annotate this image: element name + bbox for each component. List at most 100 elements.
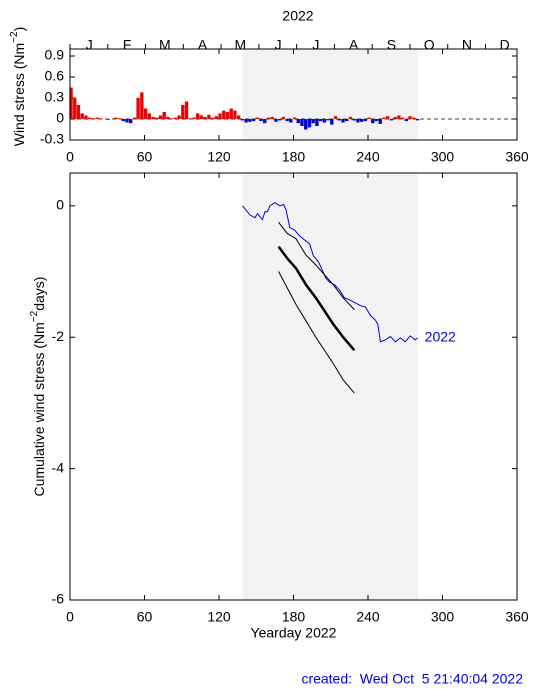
bar <box>393 116 397 119</box>
bar <box>311 119 315 124</box>
bar <box>281 116 286 119</box>
y-tick-label: -2 <box>52 328 65 344</box>
bar <box>173 117 178 119</box>
bar <box>80 113 84 119</box>
bar <box>397 115 401 119</box>
month-label: A <box>349 37 359 53</box>
plot-frame <box>69 172 518 601</box>
y-tick-label: 0 <box>56 197 64 213</box>
bar <box>106 119 110 120</box>
month-label: M <box>234 37 246 53</box>
x-tick-label: 240 <box>356 149 380 165</box>
bar <box>136 98 140 119</box>
bar <box>266 117 271 119</box>
bar <box>378 119 382 124</box>
bar <box>147 113 151 119</box>
bar <box>117 118 122 119</box>
bar <box>184 101 189 119</box>
x-tick-label: 360 <box>505 609 529 625</box>
bar <box>277 119 282 121</box>
bar <box>412 117 416 119</box>
line <box>242 201 418 343</box>
bar <box>73 98 77 119</box>
bar <box>121 119 125 122</box>
x-tick-label: 300 <box>431 149 455 165</box>
bar <box>322 119 327 123</box>
bar <box>315 119 319 126</box>
month-label: O <box>424 37 435 53</box>
bar <box>352 119 356 121</box>
bar <box>218 113 222 119</box>
y-axis-label-part: Cumulative wind stress (Nm <box>31 322 47 496</box>
bar <box>382 117 386 119</box>
month-label: J <box>275 37 282 53</box>
month-label: N <box>462 37 472 53</box>
bar <box>240 119 245 121</box>
bar <box>300 119 304 126</box>
month-label: A <box>198 37 208 53</box>
bar <box>214 116 219 119</box>
bar <box>337 119 341 121</box>
x-tick-label: 180 <box>282 609 306 625</box>
month-label: J <box>312 37 319 53</box>
bar <box>255 117 259 119</box>
bar <box>363 119 368 122</box>
bar <box>318 119 323 122</box>
bar <box>69 87 73 119</box>
bar <box>251 119 256 122</box>
bar <box>389 119 394 121</box>
bar <box>341 119 345 123</box>
bar <box>237 115 241 119</box>
bar <box>166 116 170 119</box>
bar <box>400 117 405 119</box>
shade <box>242 173 418 600</box>
bar <box>248 119 252 122</box>
series-label: 2022 <box>425 329 456 345</box>
bar <box>99 118 103 119</box>
bar <box>292 117 297 119</box>
bar <box>415 119 420 121</box>
y-tick-label: 0.9 <box>45 47 65 63</box>
month-label: S <box>387 37 396 53</box>
bar <box>95 117 99 119</box>
bar <box>76 105 81 119</box>
month-label: M <box>159 37 171 53</box>
bar <box>91 118 96 119</box>
y-tick-label: 0.3 <box>45 89 65 105</box>
bar <box>348 116 353 119</box>
bar <box>296 119 300 124</box>
x-tick-label: 360 <box>505 149 529 165</box>
bar <box>359 119 364 122</box>
bar <box>181 105 185 119</box>
bar <box>207 114 211 119</box>
bar <box>270 116 274 119</box>
bar <box>196 113 200 119</box>
bar <box>386 116 390 119</box>
bar <box>326 119 330 121</box>
y-axis-label: Wind stress (Nm−2) <box>9 27 27 147</box>
bar <box>188 118 192 119</box>
bar <box>274 119 278 122</box>
bar <box>371 119 375 124</box>
y-tick-label: -0.3 <box>40 131 64 147</box>
bar <box>345 119 349 122</box>
shade <box>242 49 418 140</box>
y-axis-label-part: days) <box>31 277 47 311</box>
bar <box>259 119 263 122</box>
line <box>278 221 355 310</box>
x-tick-label: 120 <box>207 149 231 165</box>
bar <box>233 110 237 119</box>
bar <box>143 108 148 119</box>
plot-frame <box>69 48 518 141</box>
y-axis-label: Cumulative wind stress (Nm−2days) <box>29 277 47 497</box>
y-axis-label-part: −2 <box>29 310 40 322</box>
bar <box>333 116 338 119</box>
bar <box>169 118 174 119</box>
bar <box>177 115 181 119</box>
bar <box>244 119 248 123</box>
bar <box>229 108 233 119</box>
bar <box>404 119 408 122</box>
x-tick-label: 300 <box>431 609 455 625</box>
bar <box>304 119 308 130</box>
